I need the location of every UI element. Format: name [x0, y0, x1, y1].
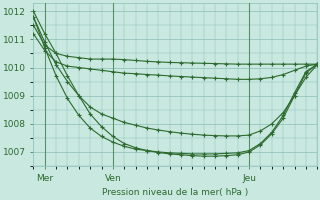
X-axis label: Pression niveau de la mer( hPa ): Pression niveau de la mer( hPa ) [102, 188, 248, 197]
